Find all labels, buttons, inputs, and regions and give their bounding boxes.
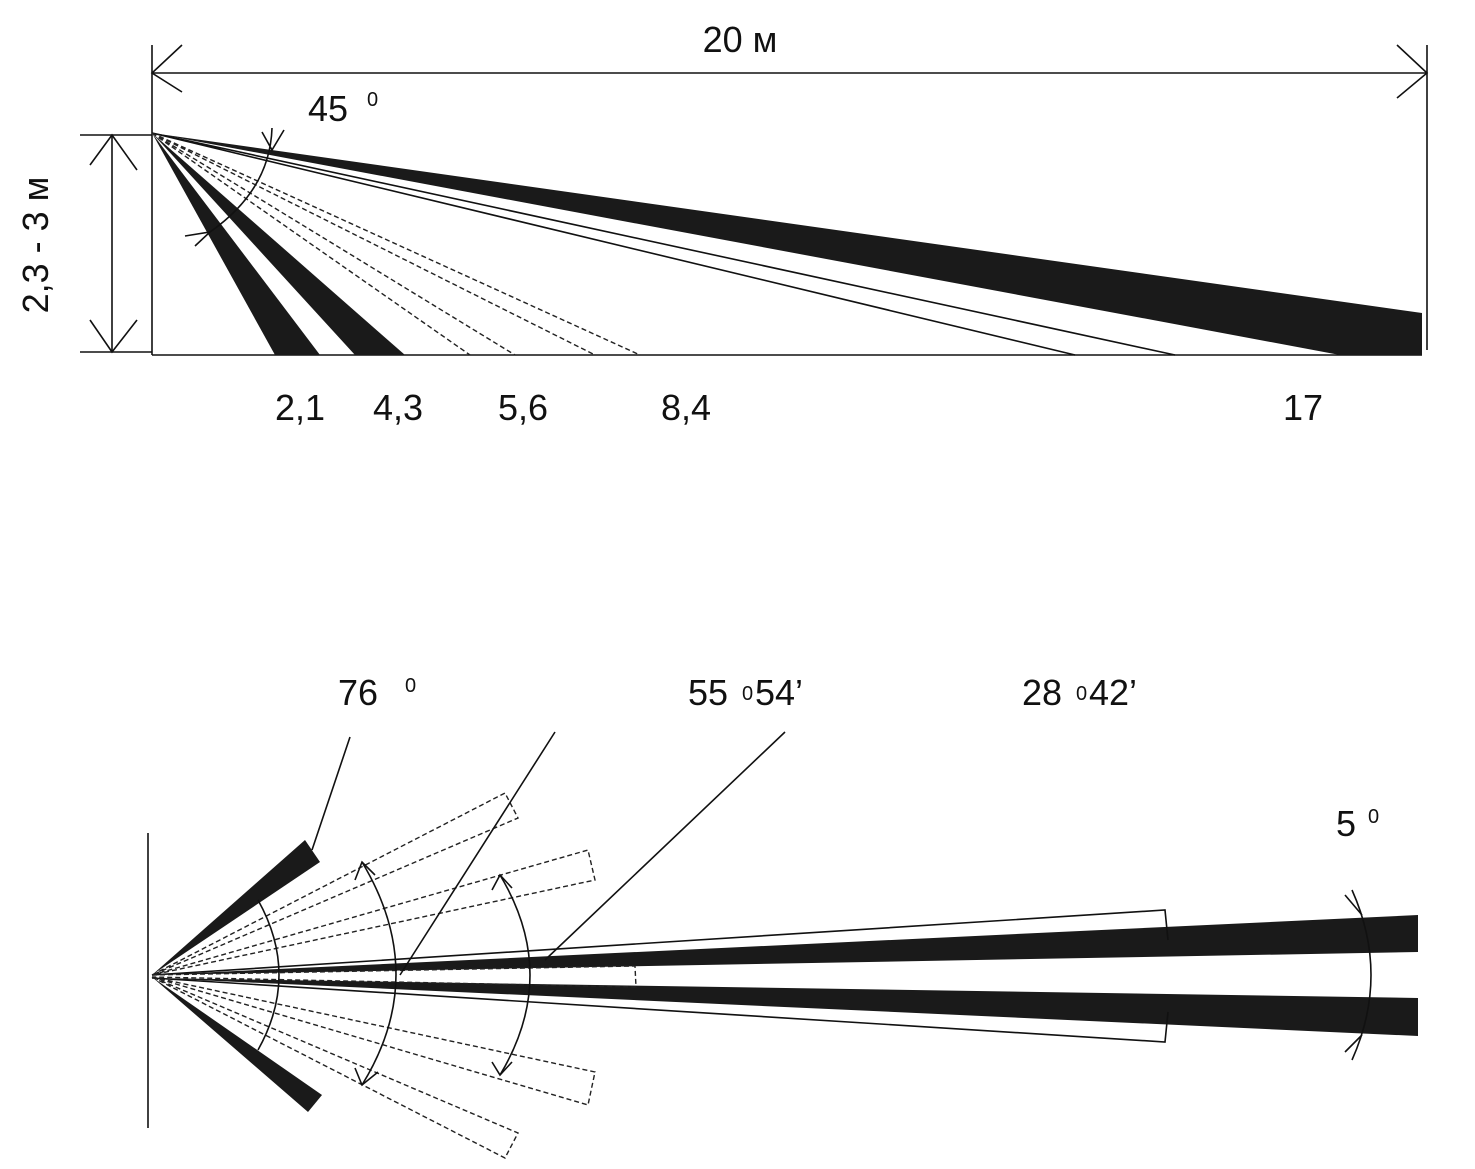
angle-label: 55: [688, 672, 728, 713]
distance-label: 17: [1283, 387, 1323, 428]
angle-degree: 0: [1076, 683, 1087, 705]
angle-degree: 0: [367, 89, 378, 111]
beam-outline: [151, 132, 641, 356]
beam: [152, 133, 1422, 355]
angle-degree: 0: [1368, 806, 1379, 828]
angle-minutes: 42’: [1089, 672, 1137, 713]
angle-minutes: 54’: [755, 672, 803, 713]
angle-arrows: [354, 860, 1363, 1087]
angle-label: 28: [1022, 672, 1062, 713]
beam: [152, 133, 320, 355]
beam: [152, 133, 405, 355]
beam-outline: [151, 132, 1176, 356]
angle-label: 5: [1336, 803, 1356, 844]
beam: [152, 977, 322, 1112]
width-label: 20 м: [703, 19, 778, 60]
angle-degree: 0: [742, 683, 753, 705]
distance-label: 4,3: [373, 387, 423, 428]
angle-arc: [257, 861, 1372, 1086]
leader-line: [311, 731, 786, 976]
beam-outline: [151, 792, 637, 1159]
side-view: 20 м 2,3 - 3 м 45 0 2,1 4,3 5,6 8,4 17: [15, 19, 1429, 428]
dimension-arrows: [89, 133, 138, 354]
beam-outline: [151, 909, 1169, 1043]
dimension-arrows: [150, 44, 1429, 99]
distance-label: 2,1: [275, 387, 325, 428]
beam: [152, 915, 1418, 975]
angle-degree: 0: [405, 675, 416, 697]
angle-label: 45: [308, 88, 348, 129]
distance-label: 5,6: [498, 387, 548, 428]
distance-label: 8,4: [661, 387, 711, 428]
angle-arc: [184, 127, 285, 247]
height-label: 2,3 - 3 м: [15, 177, 56, 314]
beam: [152, 978, 1418, 1036]
top-view: 76 0 55 0 54’ 28 0 42’ 5 0: [147, 672, 1418, 1159]
beam: [152, 840, 320, 975]
angle-label: 76: [338, 672, 378, 713]
